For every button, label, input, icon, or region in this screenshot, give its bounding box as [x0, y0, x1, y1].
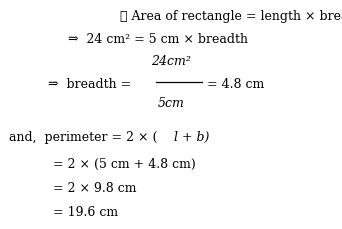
- Text: l + b): l + b): [174, 131, 209, 144]
- Text: = 2 × (5 cm + 4.8 cm): = 2 × (5 cm + 4.8 cm): [53, 157, 196, 170]
- Text: ∴ Area of rectangle = length × breadth: ∴ Area of rectangle = length × breadth: [120, 10, 342, 23]
- Text: ⇒  24 cm² = 5 cm × breadth: ⇒ 24 cm² = 5 cm × breadth: [68, 33, 248, 46]
- Text: and,  perimeter = 2 × (: and, perimeter = 2 × (: [9, 131, 157, 144]
- Text: = 19.6 cm: = 19.6 cm: [53, 205, 118, 218]
- Text: ⇒  breadth =: ⇒ breadth =: [48, 78, 135, 91]
- Text: = 2 × 9.8 cm: = 2 × 9.8 cm: [53, 181, 136, 194]
- Text: 24cm²: 24cm²: [151, 55, 191, 68]
- Text: = 4.8 cm: = 4.8 cm: [203, 78, 265, 91]
- Text: 5cm: 5cm: [158, 96, 184, 109]
